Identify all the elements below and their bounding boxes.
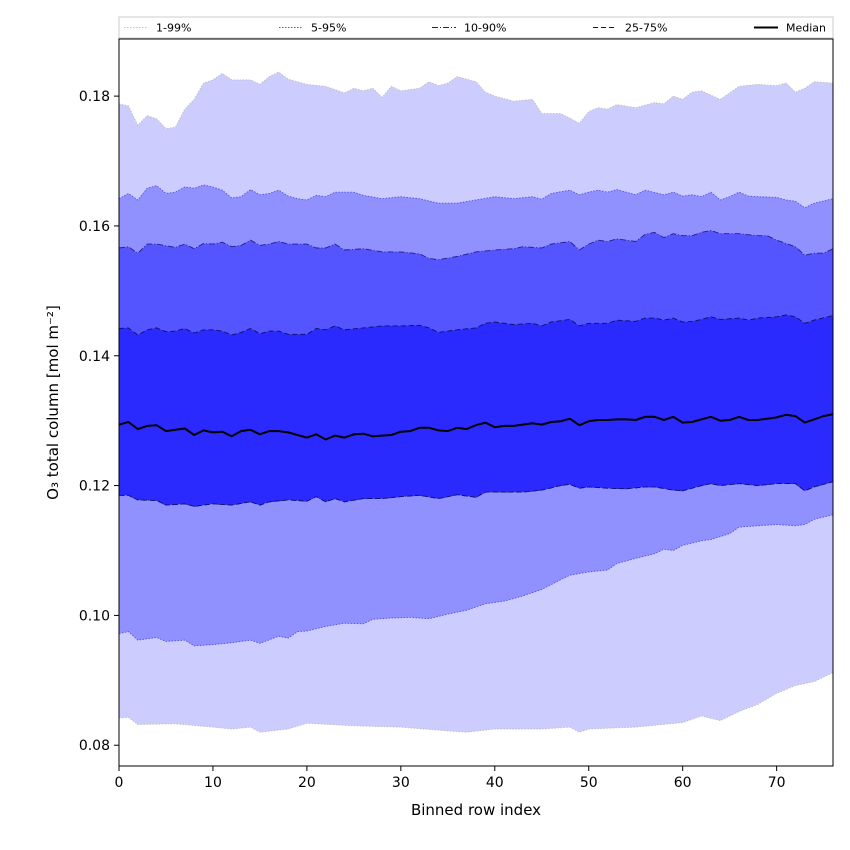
band-1-99-upper-line (118, 71, 834, 130)
x-tick-label: 40 (486, 775, 504, 791)
x-tick-label: 10 (204, 775, 222, 791)
x-tick-label: 60 (674, 775, 692, 791)
x-axis: 0 10 20 30 40 50 60 70 (115, 766, 786, 791)
band-10-90-upper-line (118, 230, 834, 261)
band-5-95-upper-line (118, 184, 834, 209)
band-5-95-lower-line (118, 514, 834, 647)
legend-label-5-95: 5-95% (311, 22, 346, 35)
bands-layer (118, 71, 834, 733)
y-tick-label: 0.12 (79, 479, 110, 495)
band-1-99-lower-line (118, 672, 834, 733)
x-tick-label: 50 (580, 775, 598, 791)
x-axis-label: Binned row index (411, 801, 541, 819)
y-tick-label: 0.14 (79, 349, 110, 365)
y-tick-label: 0.08 (79, 738, 110, 754)
median-line (118, 413, 834, 441)
y-tick-label: 0.18 (79, 89, 110, 105)
legend-label-1-99: 1-99% (156, 22, 191, 35)
x-tick-label: 30 (392, 775, 410, 791)
legend-label-25-75: 25-75% (625, 22, 667, 35)
median-layer (118, 413, 834, 441)
x-tick-label: 70 (768, 775, 786, 791)
legend-label-10-90: 10-90% (464, 22, 506, 35)
legend-label-median: Median (786, 22, 826, 35)
x-tick-label: 20 (298, 775, 316, 791)
legend-frame (118, 16, 834, 39)
legend: 1-99% 5-95% 10-90% 25-75% Median (118, 16, 834, 39)
y-axis-label: O₃ total column [mol m⁻²] (44, 305, 62, 500)
x-tick-label: 0 (115, 775, 124, 791)
band-25-75-area (119, 314, 833, 507)
plot-frame (118, 38, 834, 767)
band-25-75-lower-line (119, 481, 834, 507)
y-tick-label: 0.16 (79, 219, 110, 235)
y-axis: 0.08 0.10 0.12 0.14 0.16 0.18 (79, 89, 119, 754)
y-tick-label: 0.10 (79, 608, 110, 624)
band-25-75-upper-line (118, 314, 834, 336)
